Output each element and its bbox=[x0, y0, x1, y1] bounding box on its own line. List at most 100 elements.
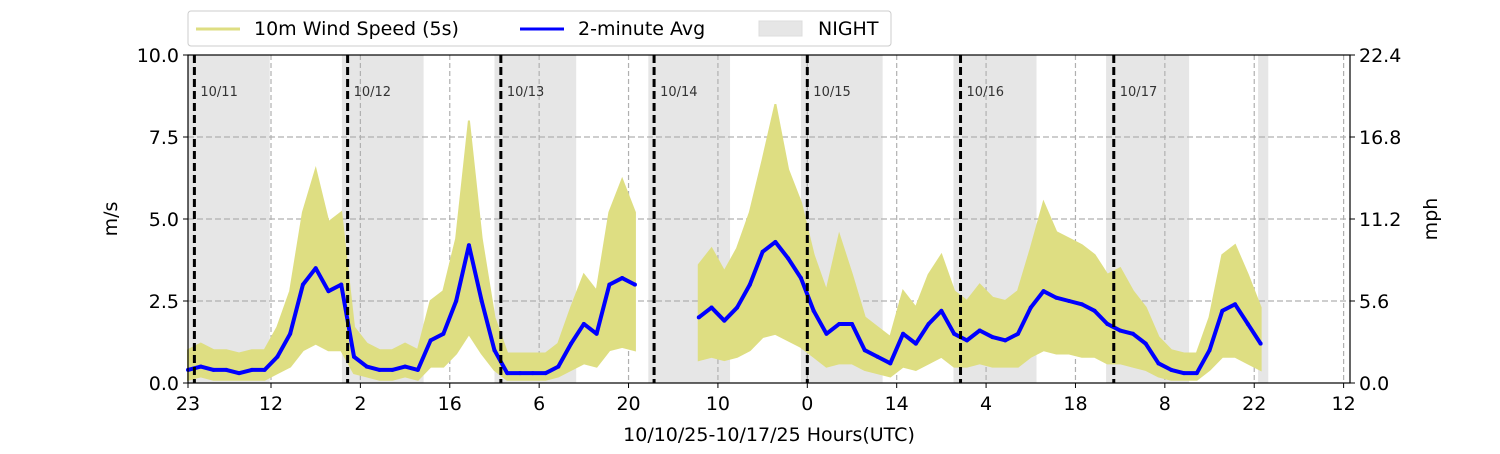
avg-2min-point bbox=[1207, 348, 1212, 353]
avg-2min-point bbox=[620, 276, 625, 281]
avg-2min-point bbox=[952, 331, 957, 336]
avg-2min-point bbox=[352, 354, 356, 359]
avg-2min-point bbox=[1105, 321, 1110, 326]
avg-2min-point bbox=[326, 289, 331, 294]
avg-2min-point bbox=[862, 348, 867, 353]
avg-2min-point bbox=[288, 331, 293, 336]
axes: 0.0 0.0 2.5 5.6 5.0 11.2 7.5 16.8 10.0 22.4 23 12 2 1… bbox=[137, 45, 1402, 415]
avg-2min-point bbox=[1003, 338, 1008, 343]
avg-2min-point bbox=[237, 371, 242, 376]
avg-2min-line bbox=[187, 243, 636, 376]
avg-2min-point bbox=[1233, 302, 1238, 307]
avg-2min-point bbox=[747, 282, 752, 287]
avg-2min-point bbox=[977, 328, 982, 333]
y-axis-label-left: m/s bbox=[100, 202, 122, 237]
y-tick-label-right: 16.8 bbox=[1359, 127, 1401, 149]
data-series bbox=[186, 103, 1263, 382]
avg-2min-point bbox=[479, 299, 484, 303]
y-tick-label-left: 2.5 bbox=[149, 291, 179, 313]
x-tick-label: 16 bbox=[438, 393, 462, 415]
y-tick-label-right: 11.2 bbox=[1359, 209, 1401, 231]
avg-2min-point bbox=[454, 299, 459, 303]
avg-2min-point bbox=[824, 331, 829, 336]
avg-2min-point bbox=[1092, 308, 1097, 313]
avg-2min-point bbox=[492, 348, 497, 353]
avg-2min-point bbox=[198, 364, 203, 369]
avg-2min-point bbox=[530, 371, 535, 376]
day-label: 10/17 bbox=[1120, 85, 1157, 100]
x-tick-label: 4 bbox=[980, 393, 992, 415]
avg-2min-point bbox=[466, 243, 471, 248]
avg-2min-point bbox=[1054, 295, 1059, 300]
avg-2min-point bbox=[581, 321, 586, 326]
avg-2min-point bbox=[1245, 321, 1250, 326]
x-tick-label: 20 bbox=[616, 393, 640, 415]
avg-2min-point bbox=[415, 367, 420, 372]
avg-2min-point bbox=[990, 335, 995, 340]
avg-2min-point bbox=[1118, 328, 1123, 333]
day-markers: 10/11 10/12 10/13 10/14 10/15 10/16 10/17 bbox=[192, 55, 1157, 383]
avg-2min-point bbox=[1079, 302, 1084, 307]
day-label: 10/16 bbox=[967, 85, 1004, 100]
y-axis-label-right: mph bbox=[1420, 198, 1442, 241]
avg-2min-point bbox=[364, 364, 369, 369]
x-axis-label: 10/10/25-10/17/25 Hours(UTC) bbox=[623, 424, 915, 446]
x-tick-label: 14 bbox=[885, 393, 909, 415]
x-tick-label: 12 bbox=[1332, 393, 1356, 415]
x-tick-label: 23 bbox=[176, 393, 200, 415]
avg-2min-point bbox=[441, 331, 446, 336]
avg-2min-point bbox=[313, 266, 318, 271]
avg-2min-point bbox=[224, 367, 229, 372]
day-label: 10/11 bbox=[200, 85, 237, 100]
avg-2min-point bbox=[1016, 331, 1020, 336]
x-tick-label: 18 bbox=[1063, 393, 1087, 415]
avg-2min-point bbox=[875, 354, 880, 359]
avg-2min-point bbox=[211, 367, 216, 372]
avg-2min-point bbox=[926, 321, 931, 326]
y-tick-label-right: 5.6 bbox=[1359, 291, 1389, 313]
x-tick-label: 22 bbox=[1242, 393, 1266, 415]
avg-2min-point bbox=[300, 282, 305, 287]
avg-2min-point bbox=[594, 331, 599, 336]
legend-label-avg: 2-minute Avg bbox=[578, 18, 705, 40]
day-label: 10/13 bbox=[507, 85, 544, 100]
avg-2min-point bbox=[262, 367, 267, 372]
avg-2min-point bbox=[1041, 289, 1046, 294]
x-tick-label: 0 bbox=[801, 393, 813, 415]
avg-2min-point bbox=[850, 321, 854, 326]
wind-5s-band bbox=[697, 103, 1262, 381]
x-tick-label: 8 bbox=[1159, 393, 1171, 415]
avg-2min-point bbox=[722, 318, 727, 323]
day-label: 10/14 bbox=[660, 85, 697, 100]
avg-2min-point bbox=[786, 256, 791, 261]
avg-2min-point bbox=[964, 338, 969, 343]
avg-2min-point bbox=[901, 331, 906, 336]
avg-2min-point bbox=[249, 367, 254, 372]
legend-swatch-night bbox=[758, 20, 803, 37]
avg-2min-point bbox=[632, 282, 637, 287]
avg-2min-point bbox=[505, 371, 510, 376]
y-tick-label-right: 22.4 bbox=[1359, 45, 1401, 67]
avg-2min-point bbox=[888, 361, 893, 366]
y-tick-label-right: 0.0 bbox=[1359, 373, 1389, 395]
avg-2min-point bbox=[811, 308, 816, 313]
avg-2min-point bbox=[696, 315, 701, 320]
avg-2min-point bbox=[1220, 308, 1225, 313]
y-tick-label-left: 0.0 bbox=[149, 373, 179, 395]
avg-2min-point bbox=[1143, 341, 1148, 346]
x-tick-label: 2 bbox=[354, 393, 366, 415]
legend: 10m Wind Speed (5s) 2-minute Avg NIGHT bbox=[187, 10, 892, 47]
day-label: 10/12 bbox=[354, 85, 391, 100]
avg-2min-point bbox=[913, 341, 918, 346]
legend-label-night: NIGHT bbox=[818, 18, 879, 40]
avg-2min-point bbox=[339, 282, 344, 287]
wind-5s-band bbox=[187, 120, 636, 382]
avg-2min-point bbox=[773, 239, 778, 244]
avg-2min-point bbox=[607, 282, 612, 287]
avg-2min-point bbox=[1067, 299, 1072, 303]
y-tick-label-left: 7.5 bbox=[149, 127, 179, 149]
avg-2min-point bbox=[569, 341, 574, 346]
y-tick-label-left: 10.0 bbox=[137, 45, 179, 67]
avg-2min-point bbox=[1130, 331, 1135, 336]
